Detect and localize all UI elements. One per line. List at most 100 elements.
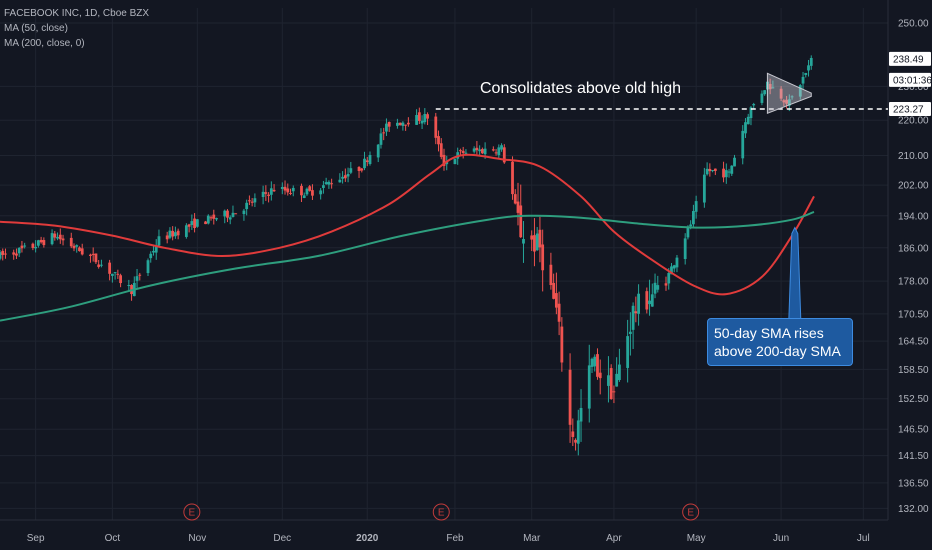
candle-body — [322, 185, 325, 188]
candle-body — [174, 232, 177, 237]
candle-body — [20, 245, 24, 249]
y-tick-label: 146.50 — [898, 425, 929, 436]
y-tick-label: 136.50 — [898, 478, 929, 489]
candle-body — [519, 205, 523, 238]
candle-body — [459, 150, 462, 152]
candle-body — [209, 217, 213, 219]
candle-body — [461, 150, 465, 153]
candle-body — [491, 149, 495, 151]
candle-body — [261, 191, 265, 197]
candle-body — [809, 57, 813, 66]
candle-body — [146, 260, 150, 274]
candle-body — [280, 186, 284, 189]
y-tick-label: 186.00 — [898, 243, 929, 254]
candle-body — [590, 358, 594, 367]
x-tick-label: 2020 — [356, 533, 379, 544]
candle-body — [53, 233, 57, 238]
candle-body — [574, 439, 577, 443]
y-tick-label: 178.00 — [898, 277, 929, 288]
candle-body — [97, 264, 101, 267]
candle-body — [801, 76, 805, 84]
candle-body — [0, 252, 2, 259]
candle-body — [248, 200, 251, 202]
candle-body — [23, 245, 27, 247]
x-tick-label: Sep — [27, 533, 45, 544]
ma200-line — [0, 210, 815, 322]
candle-body — [379, 133, 383, 145]
candle-body — [39, 239, 43, 243]
candle-body — [272, 189, 276, 192]
candle-body — [171, 230, 175, 237]
candle-body — [472, 148, 476, 152]
legend-ma200: MA (200, close, 0) — [4, 38, 85, 49]
y-tick-label: 230.00 — [898, 82, 929, 93]
candle-body — [157, 236, 161, 246]
last-price-label: 238.49 — [893, 54, 924, 65]
candle-body — [683, 238, 687, 260]
candle-body — [628, 331, 632, 335]
candle-body — [12, 252, 16, 255]
countdown-label: 03:01:36 — [893, 75, 932, 86]
candle-body — [327, 181, 331, 185]
candle-body — [713, 168, 717, 171]
candle-body — [245, 202, 249, 210]
earnings-marker — [183, 503, 201, 521]
candle-body — [478, 149, 482, 152]
candle-body — [212, 214, 216, 219]
candle-body — [686, 226, 690, 238]
y-tick-label: 194.00 — [898, 211, 929, 222]
candle-body — [401, 122, 405, 126]
y-tick-label: 220.00 — [898, 116, 929, 127]
candle-body — [549, 264, 553, 286]
candle-body — [343, 175, 347, 179]
candle-body — [338, 179, 342, 183]
candle-body — [300, 185, 303, 196]
candle-body — [110, 273, 114, 276]
candle-body — [568, 369, 572, 425]
candle-body — [626, 336, 630, 368]
candle-body — [385, 123, 388, 132]
candle-body — [724, 170, 728, 178]
candle-body — [667, 273, 671, 284]
y-tick-label: 202.00 — [898, 181, 929, 192]
candle-body — [722, 168, 725, 178]
ma50-line — [0, 153, 815, 296]
candle-body — [807, 65, 810, 71]
candle-body — [500, 145, 503, 150]
candle-body — [17, 247, 21, 254]
candle-body — [609, 368, 613, 400]
candle-body — [184, 225, 188, 237]
candle-body — [58, 234, 62, 240]
candle-body — [782, 100, 786, 103]
y-tick-label: 250.00 — [898, 19, 929, 30]
y-tick-label: 210.00 — [898, 151, 929, 162]
candle-body — [675, 257, 679, 268]
candle-body — [113, 272, 117, 274]
candle-body — [349, 168, 353, 173]
candle-body — [494, 152, 498, 154]
candle-body — [4, 253, 7, 255]
candle-body — [423, 113, 427, 123]
last-price-label-bg — [889, 51, 931, 66]
candle-body — [587, 365, 591, 409]
candle-body — [437, 136, 440, 145]
candle-body — [138, 274, 142, 276]
candle-body — [89, 254, 92, 256]
candle-body — [286, 188, 290, 193]
x-tick-label: Dec — [273, 533, 291, 544]
candle-body — [483, 148, 487, 155]
candle-body — [319, 190, 323, 195]
candle-body — [226, 210, 229, 218]
candle-body — [91, 253, 95, 255]
candle-body — [615, 373, 619, 387]
earnings-marker — [682, 503, 700, 521]
candle-body — [31, 243, 35, 248]
candle-body — [637, 293, 640, 314]
candle-body — [538, 229, 542, 248]
candle-body — [168, 230, 172, 238]
candle-body — [360, 168, 364, 171]
candle-body — [341, 176, 344, 179]
candle-body — [69, 237, 73, 247]
